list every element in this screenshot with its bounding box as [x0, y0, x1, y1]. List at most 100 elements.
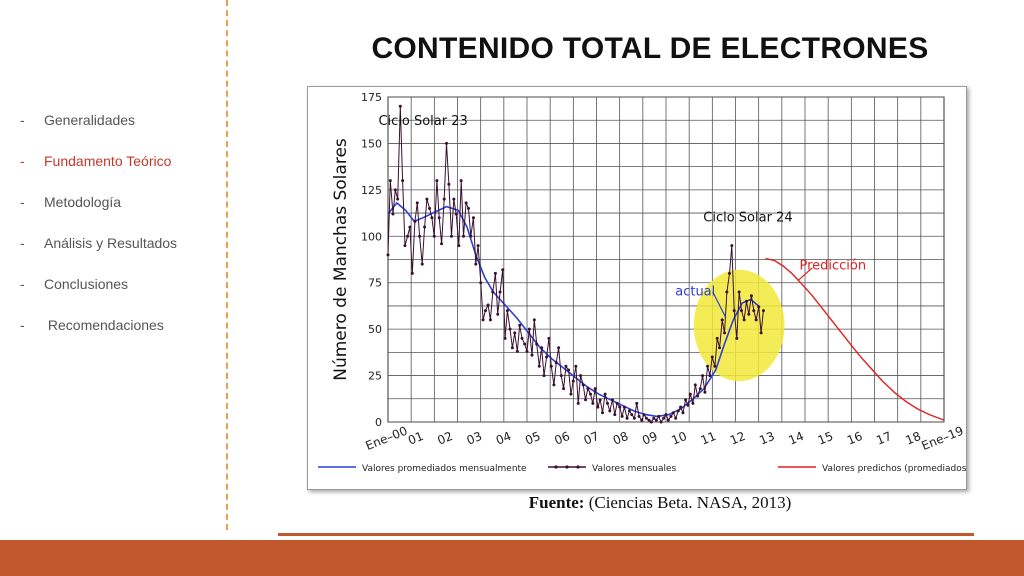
monthly-point — [503, 336, 507, 340]
monthly-point — [647, 418, 651, 422]
monthly-point — [479, 281, 483, 285]
monthly-point — [744, 299, 748, 303]
legend-marker — [565, 465, 569, 469]
x-tick-label: 13 — [757, 429, 776, 448]
vertical-divider — [226, 0, 228, 530]
monthly-point — [513, 331, 517, 335]
nav-item[interactable]: - Conclusiones — [20, 276, 177, 317]
monthly-point — [430, 216, 434, 220]
monthly-point — [501, 268, 505, 272]
y-tick-label: 75 — [368, 277, 382, 290]
nav-item[interactable]: - Generalidades — [20, 112, 177, 153]
nav-label: Metodología — [44, 194, 122, 210]
monthly-point — [698, 387, 702, 391]
monthly-point — [591, 401, 595, 405]
monthly-point — [423, 225, 427, 229]
nav-item[interactable]: - Análisis y Resultados — [20, 235, 177, 276]
annotation-label: Ciclo Solar 24 — [703, 210, 792, 225]
monthly-point — [488, 318, 492, 322]
monthly-point — [486, 303, 490, 307]
monthly-point — [483, 309, 487, 313]
prediction-arrow — [797, 267, 813, 282]
monthly-point — [535, 342, 539, 346]
monthly-point — [510, 346, 514, 350]
monthly-point — [413, 219, 417, 223]
x-tick-label: Ene–19 — [920, 424, 966, 453]
x-tick-label: 07 — [582, 429, 601, 448]
monthly-point — [554, 361, 558, 365]
monthly-point — [725, 290, 729, 294]
monthly-point — [618, 405, 622, 409]
monthly-point — [737, 290, 741, 294]
nav-label: Generalidades — [44, 112, 136, 128]
monthly-point — [557, 346, 561, 350]
monthly-point — [569, 392, 573, 396]
nav-item[interactable]: - Recomendaciones — [20, 317, 177, 358]
nav-dash: - — [20, 276, 25, 292]
monthly-point — [732, 309, 736, 313]
actual-arrow — [712, 291, 727, 319]
nav-label: Análisis y Resultados — [44, 235, 178, 251]
monthly-point — [523, 342, 527, 346]
y-tick-label: 175 — [361, 91, 382, 104]
nav-dash: - — [20, 112, 25, 128]
monthly-point — [593, 387, 597, 391]
legend-label: Valores mensuales — [592, 464, 677, 474]
footer-band — [0, 540, 1024, 576]
monthly-point — [666, 418, 670, 422]
y-tick-label: 100 — [361, 230, 382, 243]
x-tick-label: 16 — [845, 429, 864, 448]
annotation-label: Ciclo Solar 23 — [378, 114, 467, 129]
x-tick-label: 10 — [669, 429, 688, 448]
monthly-point — [654, 418, 658, 422]
monthly-point — [464, 201, 468, 205]
x-tick-label: 09 — [640, 429, 659, 448]
monthly-point — [547, 336, 551, 340]
nav-item[interactable]: - Fundamento Teórico — [20, 153, 177, 194]
monthly-point — [752, 309, 756, 313]
monthly-point — [452, 197, 456, 201]
monthly-point — [481, 318, 485, 322]
x-tick-label: 02 — [435, 429, 454, 448]
monthly-point — [747, 312, 751, 316]
monthly-point — [681, 411, 685, 415]
monthly-point — [447, 182, 451, 186]
highlight-ellipse — [693, 269, 785, 382]
sidebar-nav: - Generalidades - Fundamento Teórico - Metodo… — [20, 112, 177, 358]
monthly-point — [720, 318, 724, 322]
monthly-point — [761, 309, 765, 313]
monthly-point — [466, 206, 470, 210]
monthly-point — [703, 390, 707, 394]
nav-label: Conclusiones — [44, 276, 129, 292]
monthly-point — [671, 411, 675, 415]
footer-line — [278, 533, 974, 536]
monthly-point — [674, 416, 678, 420]
monthly-point — [474, 262, 478, 266]
x-tick-label: Ene–00 — [364, 424, 410, 453]
monthly-point — [442, 197, 446, 201]
monthly-point — [605, 401, 609, 405]
monthly-point — [437, 216, 441, 220]
x-tick-label: 17 — [874, 429, 893, 448]
x-tick-label: 01 — [406, 429, 425, 448]
nav-dash: - — [20, 153, 25, 169]
x-tick-label: 04 — [494, 429, 513, 448]
series-line-predicted — [765, 257, 945, 421]
monthly-point — [701, 374, 705, 378]
monthly-point — [391, 212, 395, 216]
monthly-point — [527, 327, 531, 331]
monthly-point — [596, 405, 600, 409]
monthly-point — [440, 242, 444, 246]
nav-item[interactable]: - Metodología — [20, 194, 177, 235]
x-tick-label: 03 — [465, 429, 484, 448]
monthly-point — [552, 383, 556, 387]
monthly-point — [537, 364, 541, 368]
monthly-point — [664, 413, 668, 417]
monthly-point — [662, 416, 666, 420]
x-tick-label: 11 — [699, 429, 718, 448]
monthly-point — [603, 392, 607, 396]
nav-dash: - — [20, 317, 25, 333]
monthly-point — [496, 312, 500, 316]
monthly-point — [428, 206, 432, 210]
monthly-point — [576, 401, 580, 405]
